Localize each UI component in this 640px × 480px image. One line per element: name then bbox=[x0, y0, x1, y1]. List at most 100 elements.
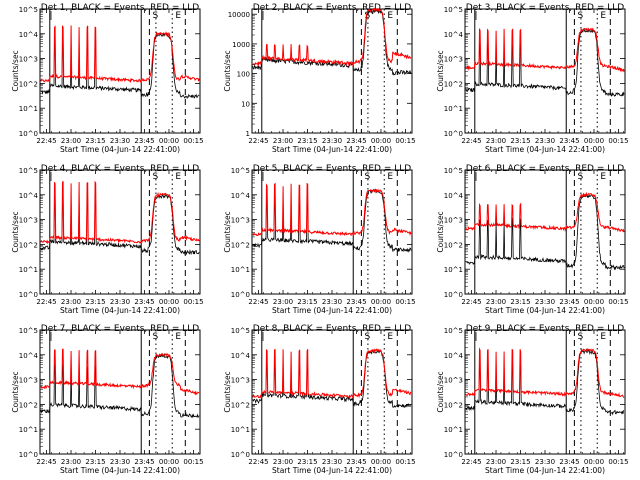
y-tick-label: 10^3 bbox=[444, 217, 463, 225]
panel-title: Det 1, BLACK = Events, RED = LLD bbox=[41, 3, 200, 13]
y-tick-label: 10^4 bbox=[231, 192, 251, 200]
x-tick-label: 23:15 bbox=[85, 137, 105, 145]
y-axis-label: Counts/sec bbox=[223, 211, 232, 252]
marker-S: S bbox=[365, 172, 371, 182]
events-series-line bbox=[40, 352, 200, 419]
marker-E: E bbox=[600, 332, 606, 342]
start-tick: | bbox=[262, 172, 265, 182]
x-tick-label: 00:00 bbox=[584, 458, 604, 466]
y-tick-label: 10^4 bbox=[444, 31, 464, 39]
x-tick-label: 23:15 bbox=[510, 137, 530, 145]
x-tick-label: 22:45 bbox=[248, 137, 268, 145]
y-tick-label: 10^2 bbox=[19, 80, 38, 88]
y-tick-label: 10^0 bbox=[444, 291, 463, 299]
x-tick-label: 00:15 bbox=[395, 298, 415, 306]
marker-E: E bbox=[175, 172, 181, 182]
start-tick: | bbox=[475, 11, 478, 21]
marker-S: S bbox=[578, 332, 584, 342]
marker-S: S bbox=[578, 172, 584, 182]
x-tick-label: 23:15 bbox=[85, 458, 105, 466]
y-axis-label: Counts/sec bbox=[436, 211, 445, 252]
marker-S: S bbox=[153, 332, 159, 342]
x-tick-label: 22:45 bbox=[36, 298, 56, 306]
y-tick-label: 10^2 bbox=[444, 241, 463, 249]
marker-E: E bbox=[175, 332, 181, 342]
x-tick-label: 23:45 bbox=[134, 298, 154, 306]
det-panel-8: Det 8, BLACK = Events, RED = LLD 22:45 23:… bbox=[223, 324, 416, 475]
y-tick-label: 10^4 bbox=[444, 352, 464, 360]
lld-series-line bbox=[252, 7, 412, 67]
x-tick-label: 00:15 bbox=[183, 298, 203, 306]
y-tick-label: 10^3 bbox=[231, 377, 250, 385]
x-tick-label: 23:00 bbox=[61, 298, 81, 306]
x-tick-label: 23:30 bbox=[535, 458, 555, 466]
y-tick-label: 10^5 bbox=[231, 327, 250, 335]
x-tick-label: 00:15 bbox=[395, 137, 415, 145]
x-tick-label: 00:00 bbox=[584, 298, 604, 306]
y-tick-label: 10^2 bbox=[231, 241, 250, 249]
y-axis-label: Counts/sec bbox=[436, 371, 445, 412]
x-tick-label: 23:00 bbox=[486, 458, 506, 466]
start-tick: | bbox=[50, 172, 53, 182]
x-tick-label: 23:00 bbox=[486, 137, 506, 145]
marker-E: E bbox=[387, 11, 393, 21]
y-tick-label: 10 bbox=[241, 100, 250, 108]
y-tick-label: 100 bbox=[237, 71, 250, 79]
x-tick-label: 23:00 bbox=[486, 298, 506, 306]
x-tick-label: 22:45 bbox=[461, 458, 481, 466]
y-tick-label: 10^5 bbox=[231, 167, 250, 175]
x-tick-label: 22:45 bbox=[36, 458, 56, 466]
x-tick-label: 00:00 bbox=[159, 298, 179, 306]
y-tick-label: 10^5 bbox=[444, 6, 463, 14]
start-tick: | bbox=[475, 172, 478, 182]
y-tick-label: 10^2 bbox=[19, 241, 38, 249]
events-series-line bbox=[465, 194, 625, 271]
y-tick-label: 1 bbox=[246, 130, 250, 138]
events-series-line bbox=[465, 28, 625, 97]
x-tick-label: 23:15 bbox=[297, 458, 317, 466]
x-tick-label: 22:45 bbox=[36, 137, 56, 145]
start-tick: | bbox=[475, 332, 478, 342]
x-tick-label: 23:30 bbox=[110, 458, 130, 466]
y-tick-label: 10^5 bbox=[19, 6, 38, 14]
x-tick-label: 23:30 bbox=[322, 458, 342, 466]
y-tick-label: 10^1 bbox=[231, 266, 250, 274]
det-panel-7: Det 7, BLACK = Events, RED = LLD 22:45 23:… bbox=[11, 324, 204, 475]
x-tick-label: 00:15 bbox=[183, 458, 203, 466]
y-tick-label: 10^0 bbox=[444, 451, 463, 459]
x-tick-label: 23:15 bbox=[510, 298, 530, 306]
events-series-line bbox=[465, 348, 625, 416]
y-tick-label: 10^2 bbox=[19, 401, 38, 409]
start-tick: | bbox=[50, 332, 53, 342]
x-tick-label: 23:15 bbox=[85, 298, 105, 306]
events-series-line bbox=[40, 32, 200, 99]
y-tick-label: 10^1 bbox=[444, 426, 463, 434]
y-tick-label: 10^4 bbox=[19, 352, 39, 360]
start-tick: | bbox=[50, 11, 53, 21]
x-tick-label: 23:45 bbox=[559, 137, 579, 145]
marker-S: S bbox=[153, 11, 159, 21]
events-series-line bbox=[252, 349, 412, 408]
y-tick-label: 10^5 bbox=[19, 327, 38, 335]
y-tick-label: 10^0 bbox=[231, 291, 250, 299]
x-tick-label: 00:15 bbox=[608, 137, 628, 145]
y-tick-label: 10^1 bbox=[231, 426, 250, 434]
det-panel-2: Det 2, BLACK = Events, RED = LLD 22:45 23:… bbox=[223, 3, 416, 154]
panel-title: Det 9, BLACK = Events, RED = LLD bbox=[466, 324, 625, 334]
y-tick-label: 10^3 bbox=[19, 56, 38, 64]
y-tick-label: 10^4 bbox=[444, 192, 464, 200]
y-axis-label: Counts/sec bbox=[223, 50, 232, 91]
marker-E: E bbox=[387, 172, 393, 182]
panel-title: Det 8, BLACK = Events, RED = LLD bbox=[253, 324, 412, 334]
start-tick: | bbox=[262, 11, 265, 21]
y-tick-label: 10^3 bbox=[444, 377, 463, 385]
panel-title: Det 2, BLACK = Events, RED = LLD bbox=[253, 3, 412, 13]
x-tick-label: 23:15 bbox=[510, 458, 530, 466]
y-tick-label: 10^2 bbox=[444, 401, 463, 409]
lld-series-line bbox=[465, 347, 625, 399]
y-tick-label: 10000 bbox=[228, 11, 250, 19]
marker-E: E bbox=[175, 11, 181, 21]
x-tick-label: 00:15 bbox=[608, 298, 628, 306]
det-panel-4: Det 4, BLACK = Events, RED = LLD 22:45 23:… bbox=[11, 164, 204, 315]
